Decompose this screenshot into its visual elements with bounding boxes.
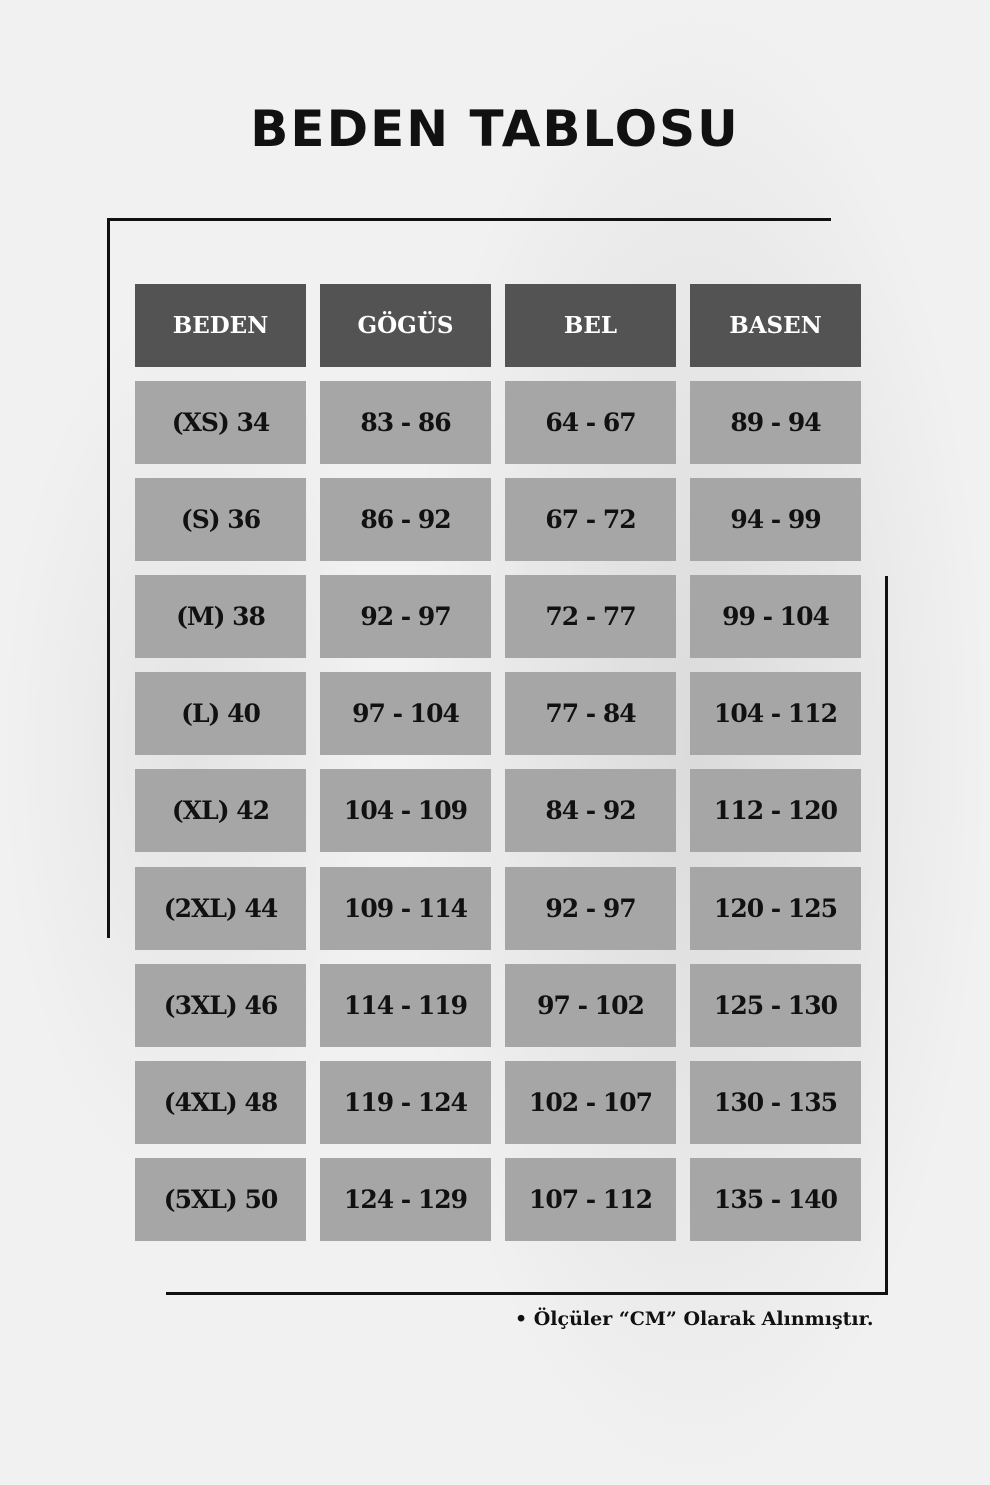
table-cell-bel: 64 - 67: [505, 381, 676, 464]
table-cell-beden: (5XL) 50: [135, 1157, 306, 1241]
frame-line-bottom: [166, 1292, 888, 1295]
table-cell-beden: (4XL) 48: [135, 1060, 306, 1144]
table-cell-beden: (XS) 34: [135, 381, 306, 464]
table-cell-basen: 120 - 125: [690, 866, 861, 950]
frame-line-top: [110, 218, 831, 221]
table-cell-basen: 125 - 130: [690, 963, 861, 1047]
table-cell-basen: 104 - 112: [690, 672, 861, 756]
table-cell-beden: (XL) 42: [135, 769, 306, 853]
table-cell-gogus: 86 - 92: [320, 478, 491, 562]
table-cell-beden: (2XL) 44: [135, 866, 306, 950]
table-cell-bel: 67 - 72: [505, 478, 676, 562]
table-cell-bel: 92 - 97: [505, 866, 676, 950]
page-title: BEDEN TABLOSU: [250, 100, 740, 158]
table-cell-bel: 102 - 107: [505, 1060, 676, 1144]
header-gogus: GÖGÜS: [320, 284, 491, 367]
table-cell-beden: (S) 36: [135, 478, 306, 562]
table-cell-basen: 94 - 99: [690, 478, 861, 562]
header-basen: BASEN: [690, 284, 861, 367]
header-beden: BEDEN: [135, 284, 306, 367]
measurement-note: • Ölçüler “CM” Olarak Alınmıştır.: [515, 1308, 874, 1330]
table-cell-bel: 77 - 84: [505, 672, 676, 756]
table-cell-gogus: 124 - 129: [320, 1157, 491, 1241]
header-bel: BEL: [505, 284, 676, 367]
table-cell-gogus: 104 - 109: [320, 769, 491, 853]
table-cell-basen: 135 - 140: [690, 1157, 861, 1241]
table-cell-gogus: 83 - 86: [320, 381, 491, 464]
table-cell-bel: 107 - 112: [505, 1157, 676, 1241]
table-cell-basen: 99 - 104: [690, 575, 861, 659]
table-cell-beden: (3XL) 46: [135, 963, 306, 1047]
frame-line-left: [107, 218, 110, 938]
table-cell-bel: 84 - 92: [505, 769, 676, 853]
table-cell-basen: 130 - 135: [690, 1060, 861, 1144]
table-cell-gogus: 97 - 104: [320, 672, 491, 756]
table-cell-gogus: 109 - 114: [320, 866, 491, 950]
table-cell-bel: 97 - 102: [505, 963, 676, 1047]
table-cell-gogus: 92 - 97: [320, 575, 491, 659]
table-cell-gogus: 119 - 124: [320, 1060, 491, 1144]
table-cell-beden: (L) 40: [135, 672, 306, 756]
table-cell-beden: (M) 38: [135, 575, 306, 659]
frame-line-right: [885, 576, 888, 1295]
table-cell-basen: 89 - 94: [690, 381, 861, 464]
table-cell-gogus: 114 - 119: [320, 963, 491, 1047]
table-cell-basen: 112 - 120: [690, 769, 861, 853]
table-cell-bel: 72 - 77: [505, 575, 676, 659]
